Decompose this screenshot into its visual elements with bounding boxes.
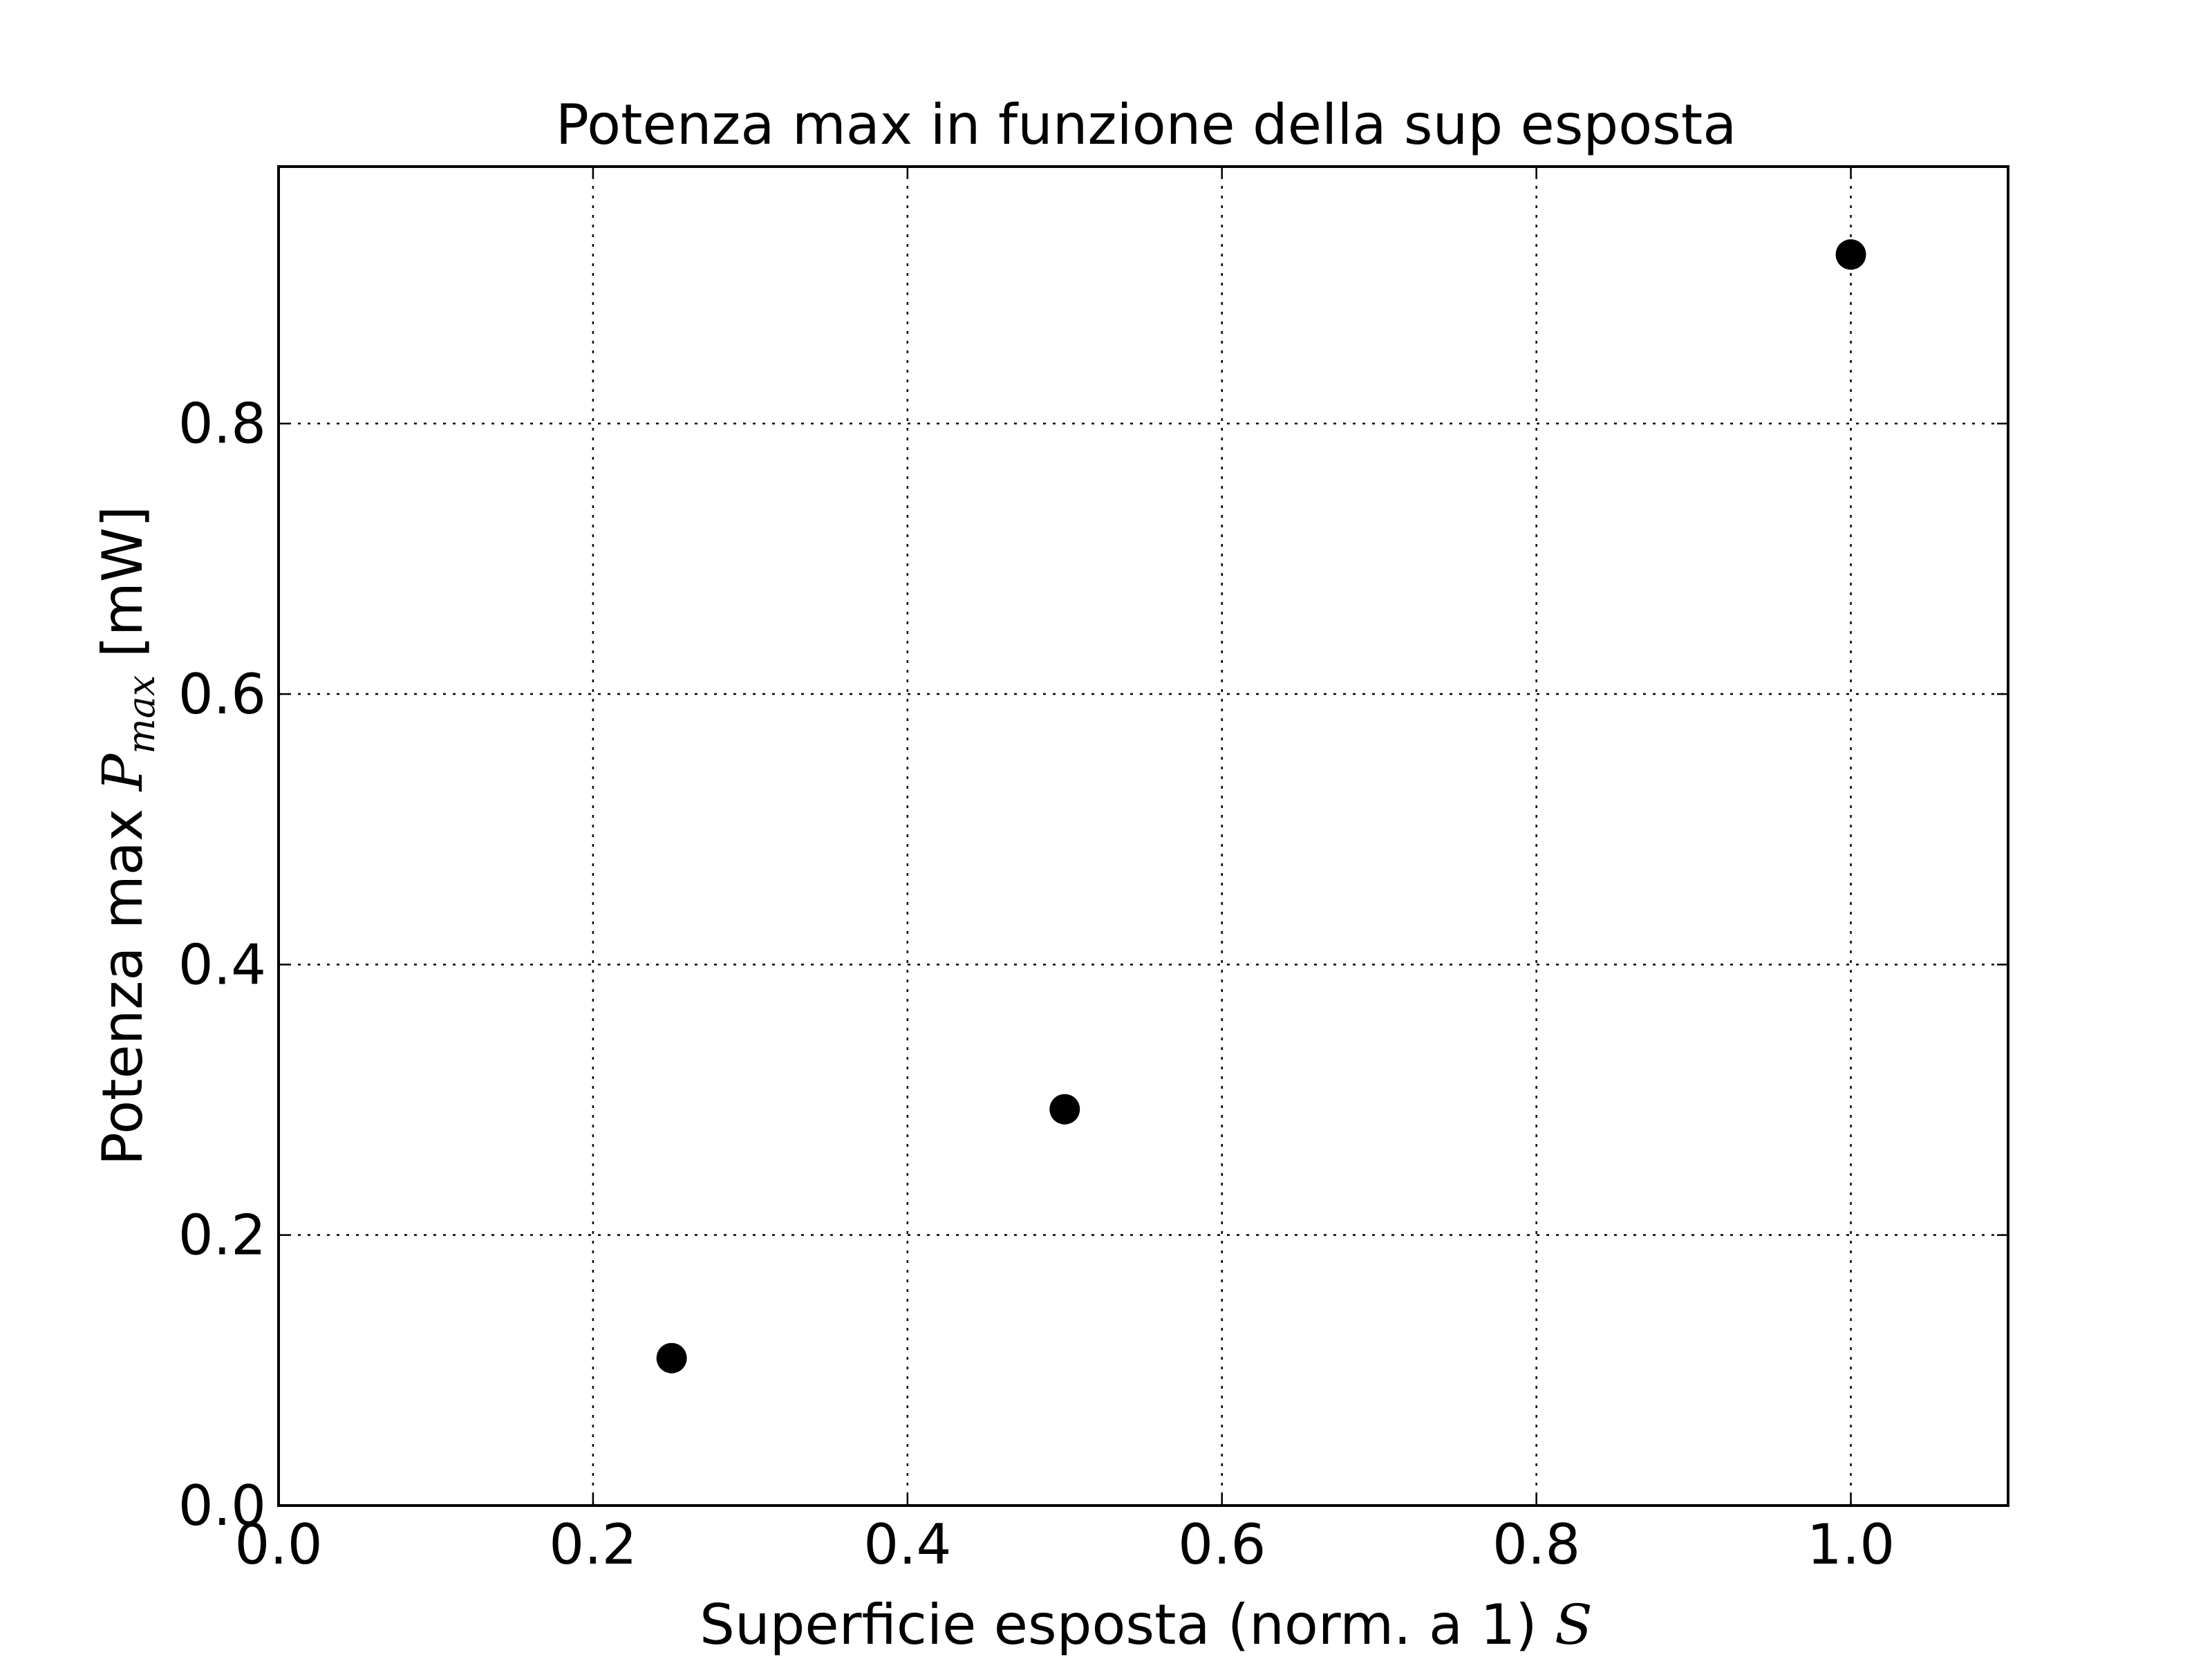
x-tick-label: 0.2: [549, 1512, 637, 1577]
data-point: [656, 1342, 687, 1374]
x-tick-label: 0.0: [234, 1512, 322, 1577]
y-tick-label: 0.8: [178, 392, 266, 456]
grid: [279, 167, 2008, 1506]
x-axis-label-text: Superficie esposta (norm. a 1): [700, 1593, 1555, 1657]
y-axis-label: Potenza max Pmax [mW]: [91, 506, 163, 1165]
x-tick-label: 1.0: [1807, 1512, 1895, 1577]
y-tick-labels: 0.0 0.2 0.4 0.6 0.8: [178, 392, 266, 1538]
y-axis-label-math-sub: max: [120, 675, 163, 754]
x-axis-label: Superficie esposta (norm. a 1) S: [700, 1593, 1593, 1657]
x-tick-label: 0.4: [863, 1512, 951, 1577]
y-tick-label: 0.4: [178, 932, 266, 997]
chart-title: Potenza max in funzione della sup espost…: [556, 93, 1736, 157]
data-point: [1835, 239, 1866, 270]
x-tick-labels: 0.0 0.2 0.4 0.6 0.8 1.0: [234, 1512, 1895, 1577]
x-tick-label: 0.8: [1492, 1512, 1580, 1577]
plot-frame: [277, 165, 2009, 1507]
y-axis-label-text: Potenza max: [91, 791, 155, 1165]
y-axis-label-unit: [mW]: [91, 506, 155, 675]
data-points: [656, 239, 1866, 1374]
x-axis-label-math: S: [1555, 1593, 1593, 1657]
data-point: [1049, 1094, 1080, 1125]
x-tick-label: 0.6: [1178, 1512, 1266, 1577]
y-tick-label: 0.2: [178, 1203, 266, 1268]
y-tick-label: 0.0: [178, 1474, 266, 1538]
y-axis-label-math: P: [91, 753, 155, 792]
y-tick-label: 0.6: [178, 662, 266, 727]
